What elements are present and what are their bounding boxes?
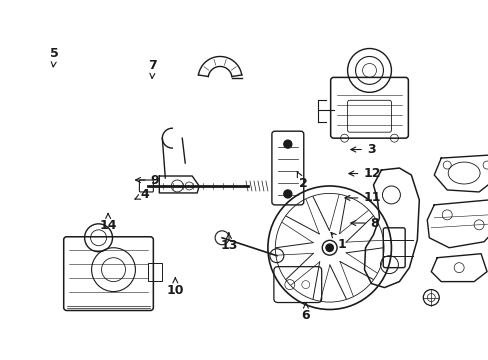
- Text: 9: 9: [135, 174, 159, 186]
- Circle shape: [325, 244, 333, 251]
- Bar: [148, 263, 162, 280]
- Text: 12: 12: [348, 167, 380, 180]
- Text: 6: 6: [301, 303, 309, 322]
- Circle shape: [283, 190, 291, 198]
- Text: 2: 2: [297, 172, 306, 190]
- Text: 4: 4: [135, 188, 149, 201]
- Text: 5: 5: [50, 47, 59, 67]
- Text: 13: 13: [220, 233, 237, 252]
- Text: 14: 14: [99, 213, 117, 233]
- Text: 7: 7: [148, 59, 157, 78]
- Text: 8: 8: [350, 216, 379, 230]
- Text: 11: 11: [344, 192, 380, 204]
- Text: 1: 1: [330, 233, 346, 251]
- Circle shape: [283, 140, 291, 148]
- Text: 10: 10: [166, 278, 183, 297]
- Text: 3: 3: [350, 143, 375, 156]
